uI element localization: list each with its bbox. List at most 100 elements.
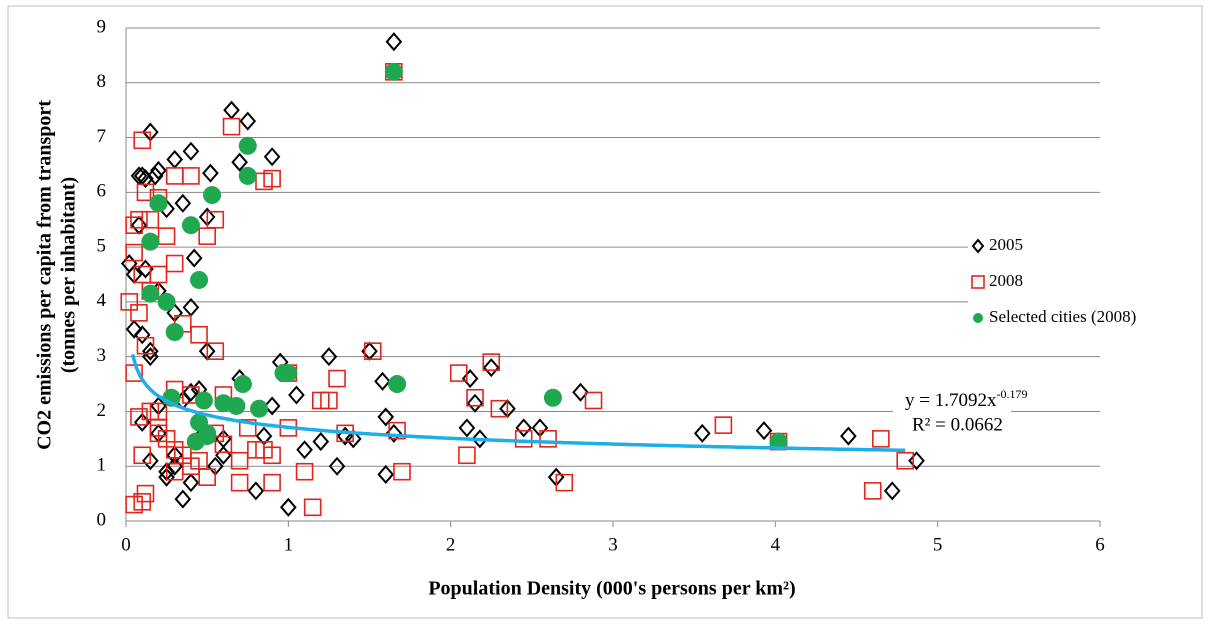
square-point: [311, 391, 330, 410]
diamond-point: [158, 467, 175, 487]
square-point: [263, 169, 281, 188]
trend-r2: R² = 0.0662: [912, 414, 1003, 435]
y-tick-label: 9: [97, 16, 107, 37]
y-tick-label: 5: [97, 235, 107, 256]
square-point: [714, 416, 733, 434]
diamond-point: [182, 473, 200, 493]
square-point: [141, 210, 160, 229]
square-point: [125, 243, 143, 262]
diamond-point: [146, 166, 164, 186]
diamond-point: [247, 481, 265, 501]
diamond-point: [263, 147, 281, 167]
circle-point: [141, 284, 160, 303]
square-point: [539, 430, 557, 448]
circle-point: [279, 364, 298, 383]
square-point: [490, 399, 509, 418]
diamond-point: [185, 248, 203, 268]
circle-point: [181, 216, 200, 235]
diamond-point: [142, 451, 159, 471]
diamond-point: [202, 163, 219, 183]
diamond-point: [312, 432, 330, 452]
square-point: [133, 446, 152, 465]
circle-point: [165, 323, 184, 342]
diamond-point: [125, 319, 143, 339]
y-tick-label: 3: [97, 345, 107, 366]
circle-point: [233, 375, 252, 394]
square-point: [130, 408, 148, 426]
trend-equation: y = 1.7092x-0.179: [905, 387, 1027, 412]
diamond-point: [231, 152, 248, 172]
circle-point: [388, 375, 407, 394]
square-point: [157, 227, 176, 245]
diamond-point: [466, 393, 484, 413]
circle-point: [190, 270, 209, 289]
diamond-point: [461, 369, 479, 389]
square-point: [303, 498, 322, 517]
square-point: [255, 440, 273, 459]
square-point: [482, 353, 501, 371]
diamond-point: [174, 193, 192, 213]
square-point: [514, 430, 533, 448]
square-point: [130, 210, 148, 229]
x-axis-title: Population Density (000's persons per km…: [428, 578, 795, 600]
legend-label: 2008: [989, 271, 1023, 290]
square-point: [584, 391, 603, 410]
square-point: [149, 265, 168, 284]
circle-point: [543, 388, 562, 407]
y-axis-title: (tonnes per inhabitant): [58, 177, 80, 373]
legend-label: 2005: [989, 235, 1023, 254]
diamond-point: [515, 418, 533, 438]
circle-point: [203, 186, 222, 205]
diamond-point: [693, 423, 711, 443]
y-tick-label: 4: [97, 290, 107, 311]
x-tick-label: 3: [608, 534, 618, 555]
x-tick-label: 6: [1095, 534, 1105, 555]
equation-exponent: -0.179: [996, 387, 1027, 401]
diamond-point: [482, 358, 500, 378]
square-point: [222, 117, 241, 136]
circle-point: [238, 166, 257, 185]
square-point: [174, 446, 192, 465]
diamond-point: [572, 382, 589, 402]
diamond-point: [471, 429, 489, 449]
square-point: [863, 482, 882, 500]
diamond-point: [239, 111, 257, 131]
legend-marker: [971, 238, 985, 254]
diamond-point: [137, 169, 154, 189]
square-point: [206, 210, 225, 229]
x-tick-label: 1: [284, 534, 294, 555]
square-point: [133, 131, 152, 150]
legend-label: Selected cities (2008): [989, 307, 1136, 326]
x-tick-label: 0: [121, 534, 131, 555]
square-point: [120, 293, 139, 311]
y-tick-label: 0: [97, 509, 107, 530]
diamond-point: [344, 429, 362, 449]
square-point: [190, 325, 208, 344]
square-point: [136, 336, 155, 355]
square-point: [206, 342, 225, 360]
legend-marker: [973, 313, 983, 323]
diamond-point: [328, 456, 346, 476]
square-point: [466, 388, 484, 407]
square-point: [458, 446, 476, 465]
circle-point: [238, 136, 257, 155]
circle-point: [194, 391, 213, 410]
diamond-point: [377, 464, 395, 484]
diamond-point: [142, 341, 159, 361]
circle-point: [198, 427, 217, 446]
diamond-point: [182, 382, 200, 402]
legend-marker: [971, 275, 985, 289]
x-tick-label: 2: [446, 534, 456, 555]
diamond-point: [840, 426, 857, 446]
equation-bg: [893, 388, 1011, 440]
diamond-point: [377, 407, 395, 427]
circle-point: [769, 432, 788, 451]
circle-point: [157, 292, 176, 311]
square-point: [555, 473, 574, 492]
circle-point: [227, 396, 246, 415]
square-point: [141, 402, 160, 421]
square-point: [136, 183, 155, 202]
square-point: [263, 473, 281, 492]
trendline: [130, 353, 906, 453]
